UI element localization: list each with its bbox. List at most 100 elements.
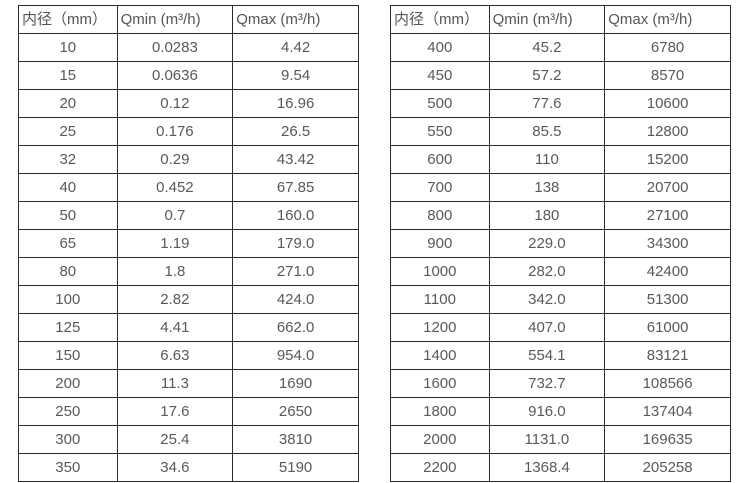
column-header-diameter: 内径（mm） (18, 5, 118, 34)
table-cell: 65 (18, 229, 118, 258)
table-row: 15 0.0636 9.54 (18, 61, 359, 90)
table-cell: 550 (390, 117, 490, 146)
table-cell: 700 (390, 173, 490, 202)
table-body: 10 0.0283 4.42 15 0.0636 9.54 20 0.12 16.96 25 0.1… (18, 33, 359, 482)
table-cell: 2000 (390, 425, 490, 454)
table-cell: 9.54 (232, 61, 359, 90)
table-row: 1400 554.1 83121 (390, 341, 731, 370)
table-row: 1000 282.0 42400 (390, 257, 731, 286)
table-cell: 5190 (232, 453, 359, 482)
column-header-diameter: 内径（mm） (390, 5, 490, 34)
table-row: 2000 1131.0 169635 (390, 425, 731, 454)
table-row: 25 0.176 26.5 (18, 117, 359, 146)
table-cell: 1400 (390, 341, 490, 370)
table-cell: 1100 (390, 285, 490, 314)
table-cell: 1.8 (116, 257, 234, 286)
column-header-qmax: Qmax (m³/h) (604, 5, 731, 34)
table-cell: 900 (390, 229, 490, 258)
table-cell: 100 (18, 285, 118, 314)
table-cell: 0.0636 (116, 61, 234, 90)
table-cell: 229.0 (488, 229, 606, 258)
table-cell: 600 (390, 145, 490, 174)
table-cell: 2200 (390, 453, 490, 482)
table-cell: 15200 (604, 145, 731, 174)
table-cell: 1200 (390, 313, 490, 342)
table-cell: 20 (18, 89, 118, 118)
table-cell: 40 (18, 173, 118, 202)
table-row: 550 85.5 12800 (390, 117, 731, 146)
table-row: 400 45.2 6780 (390, 33, 731, 62)
table-row: 450 57.2 8570 (390, 61, 731, 90)
table-row: 10 0.0283 4.42 (18, 33, 359, 62)
table-cell: 179.0 (232, 229, 359, 258)
table-row: 500 77.6 10600 (390, 89, 731, 118)
flow-table-large-diameters: 内径（mm） Qmin (m³/h) Qmax (m³/h) 400 45.2 67… (390, 5, 731, 482)
table-cell: 50 (18, 201, 118, 230)
table-cell: 954.0 (232, 341, 359, 370)
table-cell: 1800 (390, 397, 490, 426)
table-cell: 450 (390, 61, 490, 90)
table-cell: 0.176 (116, 117, 234, 146)
table-cell: 0.12 (116, 89, 234, 118)
header-row: 内径（mm） Qmin (m³/h) Qmax (m³/h) (390, 5, 731, 34)
table-cell: 45.2 (488, 33, 606, 62)
table-cell: 16.96 (232, 89, 359, 118)
table-cell: 180 (488, 201, 606, 230)
table-cell: 424.0 (232, 285, 359, 314)
table-cell: 125 (18, 313, 118, 342)
table-cell: 800 (390, 201, 490, 230)
column-header-qmax: Qmax (m³/h) (232, 5, 359, 34)
table-cell: 43.42 (232, 145, 359, 174)
table-cell: 250 (18, 397, 118, 426)
table-cell: 83121 (604, 341, 731, 370)
table-body: 400 45.2 6780 450 57.2 8570 500 77.6 10600 550 85.… (390, 33, 731, 482)
table-row: 250 17.6 2650 (18, 397, 359, 426)
table-row: 80 1.8 271.0 (18, 257, 359, 286)
table-header: 内径（mm） Qmin (m³/h) Qmax (m³/h) (18, 5, 359, 34)
table-cell: 0.452 (116, 173, 234, 202)
table-cell: 25 (18, 117, 118, 146)
table-cell: 27100 (604, 201, 731, 230)
table-cell: 407.0 (488, 313, 606, 342)
table-row: 300 25.4 3810 (18, 425, 359, 454)
table-cell: 85.5 (488, 117, 606, 146)
table-row: 100 2.82 424.0 (18, 285, 359, 314)
table-cell: 200 (18, 369, 118, 398)
table-cell: 6.63 (116, 341, 234, 370)
table-row: 800 180 27100 (390, 201, 731, 230)
table-cell: 732.7 (488, 369, 606, 398)
table-row: 1100 342.0 51300 (390, 285, 731, 314)
table-cell: 108566 (604, 369, 731, 398)
table-row: 1600 732.7 108566 (390, 369, 731, 398)
table-cell: 34.6 (116, 453, 234, 482)
flow-table-small-diameters: 内径（mm） Qmin (m³/h) Qmax (m³/h) 10 0.0283 4… (18, 5, 359, 482)
table-cell: 1368.4 (488, 453, 606, 482)
table-row: 65 1.19 179.0 (18, 229, 359, 258)
table-cell: 34300 (604, 229, 731, 258)
table-cell: 0.0283 (116, 33, 234, 62)
table-cell: 0.29 (116, 145, 234, 174)
column-header-qmin: Qmin (m³/h) (488, 5, 606, 34)
table-cell: 32 (18, 145, 118, 174)
table-row: 150 6.63 954.0 (18, 341, 359, 370)
table-cell: 77.6 (488, 89, 606, 118)
table-row: 2200 1368.4 205258 (390, 453, 731, 482)
table-row: 1800 916.0 137404 (390, 397, 731, 426)
table-cell: 110 (488, 145, 606, 174)
table-cell: 26.5 (232, 117, 359, 146)
table-cell: 42400 (604, 257, 731, 286)
table-cell: 138 (488, 173, 606, 202)
table-row: 50 0.7 160.0 (18, 201, 359, 230)
table-cell: 8570 (604, 61, 731, 90)
table-row: 700 138 20700 (390, 173, 731, 202)
header-row: 内径（mm） Qmin (m³/h) Qmax (m³/h) (18, 5, 359, 34)
table-cell: 160.0 (232, 201, 359, 230)
table-cell: 12800 (604, 117, 731, 146)
table-row: 32 0.29 43.42 (18, 145, 359, 174)
table-row: 1200 407.0 61000 (390, 313, 731, 342)
table-cell: 51300 (604, 285, 731, 314)
table-cell: 137404 (604, 397, 731, 426)
table-cell: 6780 (604, 33, 731, 62)
table-cell: 0.7 (116, 201, 234, 230)
